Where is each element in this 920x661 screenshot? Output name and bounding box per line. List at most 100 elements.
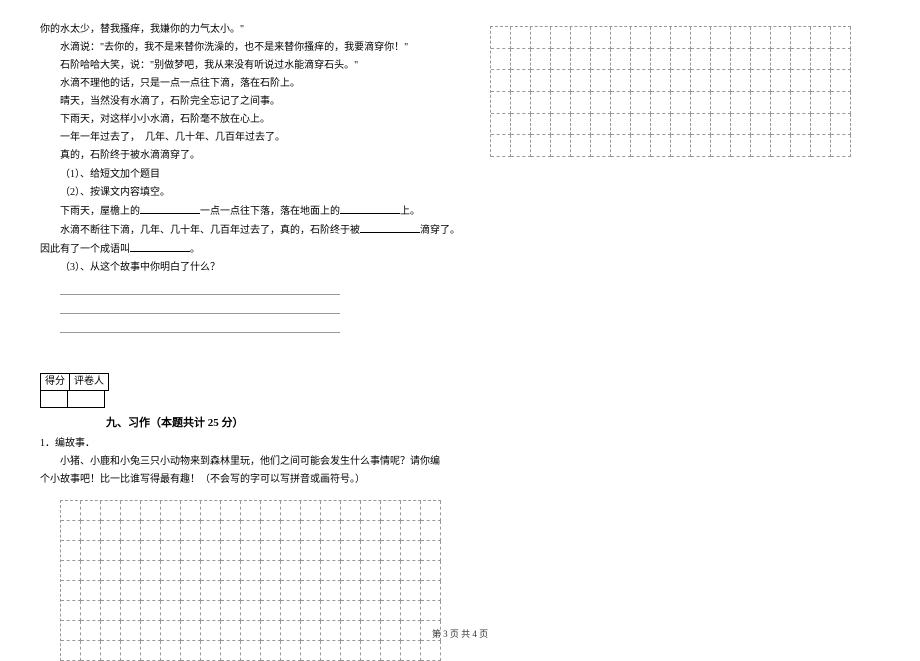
grid-cell[interactable]	[101, 581, 121, 601]
grid-cell[interactable]	[261, 521, 281, 541]
grid-cell[interactable]	[161, 561, 181, 581]
grid-cell[interactable]	[241, 501, 261, 521]
grid-cell[interactable]	[321, 601, 341, 621]
grid-cell[interactable]	[341, 521, 361, 541]
grid-cell[interactable]	[631, 27, 651, 49]
grid-cell[interactable]	[531, 114, 551, 136]
grid-cell[interactable]	[141, 501, 161, 521]
grid-cell[interactable]	[381, 521, 401, 541]
grid-cell[interactable]	[101, 501, 121, 521]
grid-cell[interactable]	[81, 581, 101, 601]
grid-cell[interactable]	[771, 114, 791, 136]
grid-cell[interactable]	[731, 70, 751, 92]
writing-grid-right[interactable]	[490, 26, 851, 157]
grid-cell[interactable]	[731, 92, 751, 114]
grid-cell[interactable]	[81, 561, 101, 581]
grid-cell[interactable]	[671, 49, 691, 71]
grid-cell[interactable]	[201, 501, 221, 521]
grid-cell[interactable]	[361, 581, 381, 601]
grid-cell[interactable]	[121, 601, 141, 621]
grid-cell[interactable]	[531, 92, 551, 114]
grid-cell[interactable]	[181, 581, 201, 601]
grid-cell[interactable]	[491, 135, 511, 157]
grid-cell[interactable]	[61, 601, 81, 621]
grid-cell[interactable]	[361, 561, 381, 581]
grid-cell[interactable]	[831, 135, 851, 157]
grid-cell[interactable]	[141, 561, 161, 581]
grid-cell[interactable]	[281, 521, 301, 541]
grid-cell[interactable]	[611, 135, 631, 157]
grid-cell[interactable]	[591, 27, 611, 49]
grid-cell[interactable]	[321, 561, 341, 581]
grid-cell[interactable]	[221, 581, 241, 601]
grid-cell[interactable]	[731, 114, 751, 136]
grid-cell[interactable]	[491, 92, 511, 114]
grid-cell[interactable]	[671, 27, 691, 49]
grid-cell[interactable]	[121, 561, 141, 581]
grid-cell[interactable]	[181, 561, 201, 581]
grid-cell[interactable]	[691, 114, 711, 136]
grid-cell[interactable]	[671, 70, 691, 92]
grid-cell[interactable]	[301, 501, 321, 521]
grid-cell[interactable]	[321, 521, 341, 541]
grid-cell[interactable]	[61, 581, 81, 601]
grid-cell[interactable]	[401, 581, 421, 601]
grid-cell[interactable]	[771, 49, 791, 71]
grid-cell[interactable]	[161, 641, 181, 661]
grid-cell[interactable]	[181, 521, 201, 541]
grid-cell[interactable]	[831, 92, 851, 114]
grid-cell[interactable]	[121, 581, 141, 601]
grid-cell[interactable]	[261, 641, 281, 661]
grid-cell[interactable]	[301, 581, 321, 601]
grid-cell[interactable]	[401, 501, 421, 521]
grid-cell[interactable]	[341, 581, 361, 601]
blank-field[interactable]	[140, 203, 200, 214]
grid-cell[interactable]	[321, 581, 341, 601]
grid-cell[interactable]	[491, 70, 511, 92]
grid-cell[interactable]	[421, 641, 441, 661]
answer-line[interactable]	[60, 282, 340, 295]
grid-cell[interactable]	[221, 501, 241, 521]
grid-cell[interactable]	[421, 521, 441, 541]
grid-cell[interactable]	[711, 49, 731, 71]
grid-cell[interactable]	[671, 114, 691, 136]
grid-cell[interactable]	[281, 501, 301, 521]
grid-cell[interactable]	[381, 561, 401, 581]
grid-cell[interactable]	[731, 49, 751, 71]
blank-field[interactable]	[360, 222, 420, 233]
grid-cell[interactable]	[511, 135, 531, 157]
grid-cell[interactable]	[711, 114, 731, 136]
grid-cell[interactable]	[201, 641, 221, 661]
grid-cell[interactable]	[771, 27, 791, 49]
grid-cell[interactable]	[631, 49, 651, 71]
grid-cell[interactable]	[401, 641, 421, 661]
grid-cell[interactable]	[361, 541, 381, 561]
grid-cell[interactable]	[811, 92, 831, 114]
grid-cell[interactable]	[301, 601, 321, 621]
grid-cell[interactable]	[81, 601, 101, 621]
grid-cell[interactable]	[651, 114, 671, 136]
grid-cell[interactable]	[81, 501, 101, 521]
grid-cell[interactable]	[221, 541, 241, 561]
grid-cell[interactable]	[301, 561, 321, 581]
grid-cell[interactable]	[711, 27, 731, 49]
grid-cell[interactable]	[61, 501, 81, 521]
grid-cell[interactable]	[221, 561, 241, 581]
grid-cell[interactable]	[831, 27, 851, 49]
grid-cell[interactable]	[221, 641, 241, 661]
grid-cell[interactable]	[631, 114, 651, 136]
grid-cell[interactable]	[531, 27, 551, 49]
grid-cell[interactable]	[101, 521, 121, 541]
grid-cell[interactable]	[651, 49, 671, 71]
grid-cell[interactable]	[201, 541, 221, 561]
grid-cell[interactable]	[221, 601, 241, 621]
grid-cell[interactable]	[81, 641, 101, 661]
grid-cell[interactable]	[691, 135, 711, 157]
grid-cell[interactable]	[591, 49, 611, 71]
grid-cell[interactable]	[141, 541, 161, 561]
grid-cell[interactable]	[121, 521, 141, 541]
grid-cell[interactable]	[651, 70, 671, 92]
grid-cell[interactable]	[141, 521, 161, 541]
grid-cell[interactable]	[711, 92, 731, 114]
grid-cell[interactable]	[361, 641, 381, 661]
